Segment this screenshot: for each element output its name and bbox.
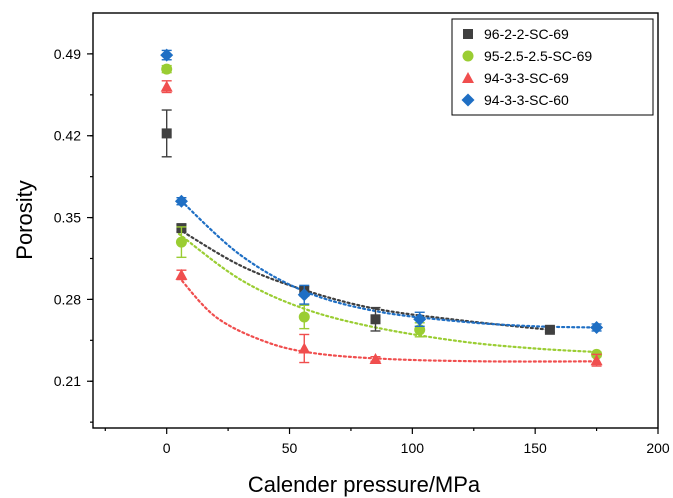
y-tick-label: 0.42 — [54, 128, 81, 144]
data-points — [160, 48, 604, 367]
data-point — [544, 324, 555, 335]
legend-marker — [462, 50, 474, 62]
legend-marker — [463, 29, 473, 39]
legend-label: 94-3-3-SC-69 — [484, 70, 569, 86]
data-point — [175, 268, 188, 280]
data-point — [414, 324, 426, 336]
legend-marker — [462, 72, 474, 83]
data-point — [590, 354, 603, 366]
data-point — [160, 80, 173, 92]
x-axis-title: Calender pressure/MPa — [248, 472, 481, 497]
data-point — [160, 48, 174, 62]
axis-ticks: 0 50 100 150 200 0.21 0.28 0.35 0.42 0.49 — [54, 46, 670, 456]
data-point — [174, 194, 188, 208]
legend-label: 95-2.5-2.5-SC-69 — [484, 48, 592, 64]
legend: 96-2-2-SC-69 95-2.5-2.5-SC-69 94-3-3-SC-69… — [451, 18, 654, 116]
data-point — [161, 128, 172, 139]
y-tick-label: 0.28 — [54, 291, 81, 307]
data-point — [413, 312, 427, 326]
y-axis-title: Porosity — [12, 180, 37, 259]
fit-curve — [177, 228, 552, 331]
x-tick-label: 50 — [282, 440, 298, 456]
legend-label: 96-2-2-SC-69 — [484, 26, 569, 42]
fit-curves — [177, 200, 598, 363]
data-point — [370, 314, 381, 325]
x-tick-label: 150 — [523, 440, 547, 456]
x-tick-label: 100 — [401, 440, 425, 456]
fit-curve — [177, 232, 598, 354]
fit-curve — [177, 276, 598, 363]
data-point — [298, 311, 310, 323]
plot-frame — [92, 12, 659, 429]
x-tick-label: 200 — [646, 440, 670, 456]
x-tick-label: 0 — [163, 440, 171, 456]
data-point — [175, 236, 187, 248]
y-tick-label: 0.35 — [54, 210, 81, 226]
y-tick-label: 0.21 — [54, 373, 81, 389]
y-tick-label: 0.49 — [54, 46, 81, 62]
legend-marker — [461, 93, 475, 107]
data-point — [298, 342, 311, 354]
legend-label: 94-3-3-SC-60 — [484, 92, 569, 108]
data-point — [297, 288, 311, 302]
data-point — [590, 320, 604, 334]
data-point — [161, 63, 173, 75]
legend-box — [451, 18, 654, 116]
fit-curve — [180, 200, 598, 329]
data-point — [369, 353, 382, 365]
